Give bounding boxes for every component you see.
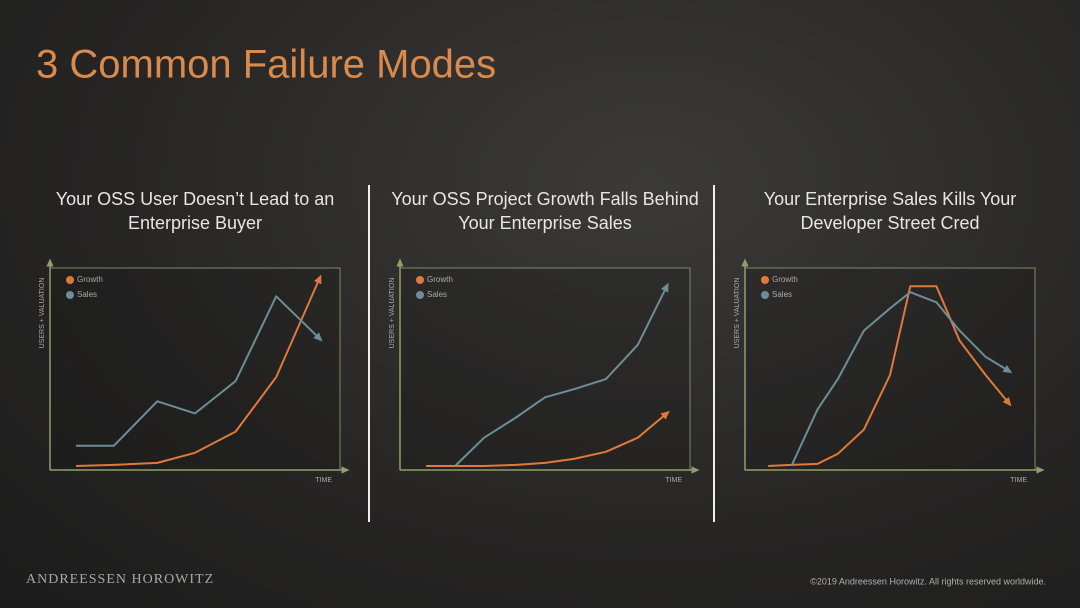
plot-frame — [399, 267, 691, 471]
series-line — [454, 282, 669, 467]
chart-title: Your Enterprise Sales Kills Your Develop… — [763, 189, 1017, 233]
chart-title: Your OSS Project Growth Falls Behind You… — [391, 189, 699, 233]
legend-label: Sales — [772, 290, 792, 299]
series-line — [76, 295, 323, 447]
legend-label: Growth — [77, 275, 103, 284]
y-axis-label: USERS + VALUATION — [734, 278, 741, 349]
x-axis-label: TIME — [665, 477, 682, 484]
x-axis-label: TIME — [315, 477, 332, 484]
legend-swatch — [761, 291, 769, 299]
series-line — [76, 274, 322, 467]
series-line — [426, 410, 670, 467]
copyright: ©2019 Andreessen Horowitz. All rights re… — [810, 576, 1046, 586]
legend-swatch — [416, 276, 424, 284]
series-line — [768, 285, 1012, 467]
slide-title: 3 Common Failure Modes — [36, 43, 496, 87]
legend-label: Sales — [77, 290, 97, 299]
legend-swatch — [761, 276, 769, 284]
legend-swatch — [66, 276, 74, 284]
x-axis-label: TIME — [1010, 477, 1027, 484]
chart-title: Your OSS User Doesn’t Lead to an Enterpr… — [55, 189, 335, 233]
brand: ANDREESSEN HOROWITZ — [26, 572, 214, 587]
legend-label: Sales — [427, 290, 447, 299]
series-line — [790, 291, 1013, 467]
legend-label: Growth — [427, 275, 453, 284]
legend-swatch — [66, 291, 74, 299]
legend-swatch — [416, 291, 424, 299]
y-axis-label: USERS + VALUATION — [389, 278, 396, 349]
y-axis-label: USERS + VALUATION — [39, 278, 46, 349]
legend-label: Growth — [772, 275, 798, 284]
